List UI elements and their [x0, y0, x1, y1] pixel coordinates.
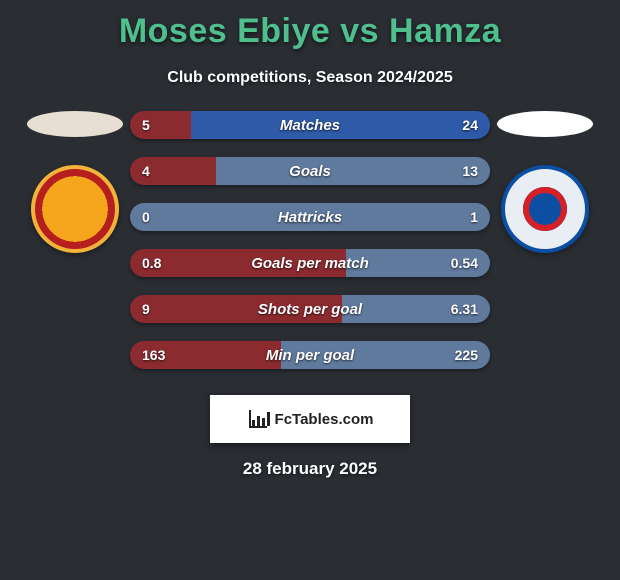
chart-icon-bar — [267, 412, 270, 426]
stat-row: 01Hattricks — [130, 203, 490, 231]
date-label: 28 february 2025 — [0, 459, 620, 479]
chart-icon-bar — [252, 420, 255, 426]
chart-icon-bar — [257, 416, 260, 426]
stat-row: 524Matches — [130, 111, 490, 139]
bar-label: Matches — [130, 111, 490, 139]
rangers-crest — [501, 165, 589, 253]
page-title: Moses Ebiye vs Hamza — [0, 0, 620, 51]
right-side — [490, 111, 600, 253]
left-side — [20, 111, 130, 253]
title-text: Moses Ebiye vs Hamza — [119, 12, 501, 50]
subtitle: Club competitions, Season 2024/2025 — [0, 69, 620, 87]
bar-label: Hattricks — [130, 203, 490, 231]
chart-icon — [247, 408, 269, 430]
stat-bars: 524Matches 413Goals 01Hattricks 0.80.54Goal… — [130, 111, 490, 387]
stat-row: 163225Min per goal — [130, 341, 490, 369]
fctables-logo-text: FcTables.com — [275, 411, 374, 428]
stat-row: 0.80.54Goals per match — [130, 249, 490, 277]
bar-label: Goals per match — [130, 249, 490, 277]
fctables-logo: FcTables.com — [210, 395, 410, 443]
chart-icon-bars — [252, 412, 270, 426]
bar-label: Shots per goal — [130, 295, 490, 323]
motherwell-crest — [31, 165, 119, 253]
bar-label: Goals — [130, 157, 490, 185]
stat-row: 96.31Shots per goal — [130, 295, 490, 323]
stat-row: 413Goals — [130, 157, 490, 185]
bar-label: Min per goal — [130, 341, 490, 369]
chart-icon-bar — [262, 418, 265, 426]
right-player-oval — [497, 111, 593, 137]
comparison-panel: 524Matches 413Goals 01Hattricks 0.80.54Goal… — [0, 111, 620, 387]
left-player-oval — [27, 111, 123, 137]
